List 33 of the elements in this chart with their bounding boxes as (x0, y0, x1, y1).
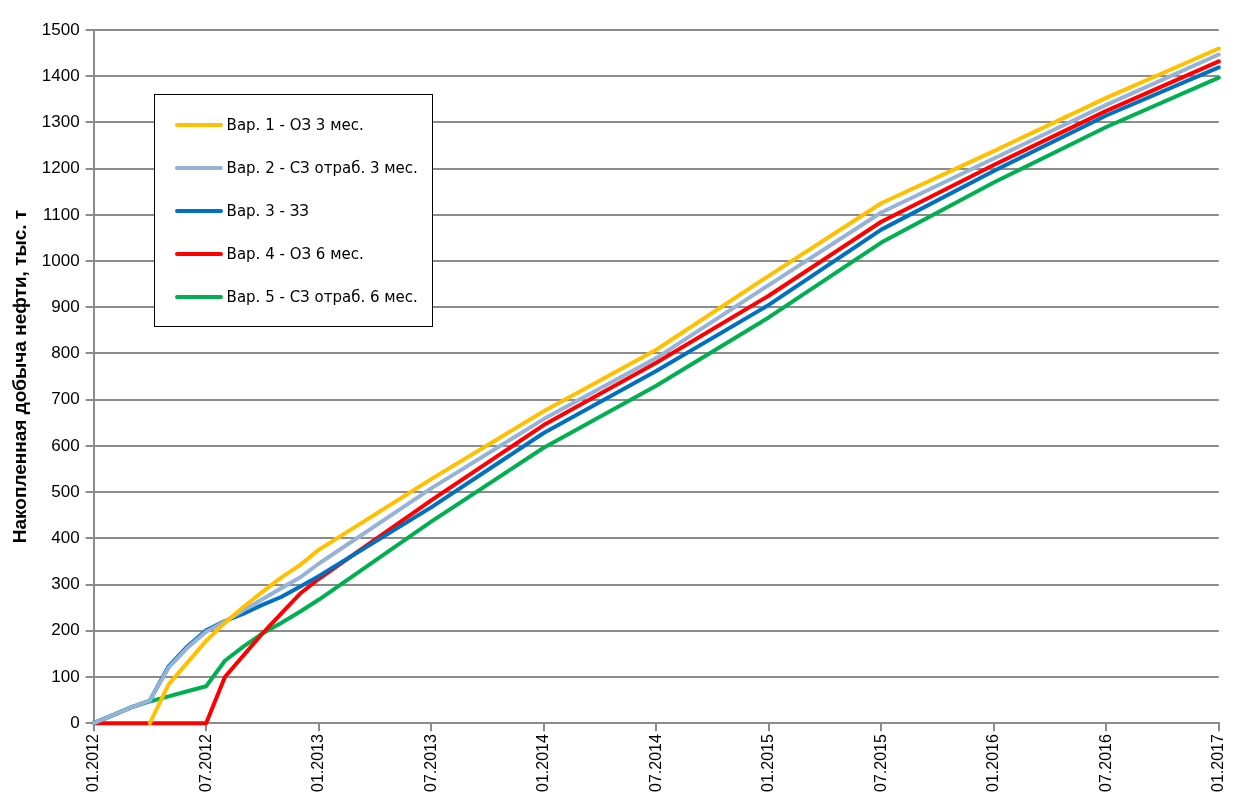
y-tick-label: 800 (51, 343, 80, 363)
x-tick-label: 01.2012 (84, 734, 102, 793)
y-tick-label: 1000 (41, 250, 80, 270)
y-tick-label: 900 (51, 296, 80, 316)
y-tick-label: 1500 (41, 19, 80, 39)
y-axis-title: Накопленная добыча нефти, тыс. т (8, 209, 30, 544)
legend-label: Вар. 1 - ОЗ 3 мес. (226, 115, 364, 134)
legend-label: Вар. 3 - ЗЗ (226, 201, 309, 220)
x-tick-label: 07.2014 (646, 734, 664, 793)
x-tick-label: 07.2013 (421, 734, 439, 793)
y-tick-label: 1400 (41, 65, 80, 85)
legend-label: Вар. 4 - ОЗ 6 мес. (226, 244, 364, 263)
x-tick-label: 01.2015 (759, 734, 777, 793)
y-tick-label: 200 (51, 620, 80, 640)
y-tick-label: 700 (51, 389, 80, 409)
y-tick-label: 0 (70, 712, 80, 732)
legend-label: Вар. 2 - СЗ отраб. 3 мес. (226, 158, 418, 177)
x-tick-label: 01.2017 (1209, 734, 1227, 793)
y-tick-label: 1300 (41, 112, 80, 132)
y-tick-label: 1100 (43, 204, 80, 224)
y-tick-label: 400 (51, 528, 80, 548)
x-tick-label: 07.2015 (871, 734, 889, 793)
x-tick-label: 01.2014 (534, 734, 552, 793)
y-tick-label: 600 (51, 435, 80, 455)
x-tick-label: 07.2012 (196, 734, 214, 793)
legend-label: Вар. 5 - СЗ отраб. 6 мес. (226, 287, 418, 306)
x-tick-label: 07.2016 (1096, 734, 1114, 793)
y-tick-label: 300 (51, 574, 80, 594)
y-tick-label: 100 (51, 666, 80, 686)
x-tick-label: 01.2013 (309, 734, 327, 793)
x-tick-label: 01.2016 (984, 734, 1002, 793)
y-tick-label: 1200 (41, 158, 80, 178)
y-tick-label: 500 (51, 481, 80, 501)
